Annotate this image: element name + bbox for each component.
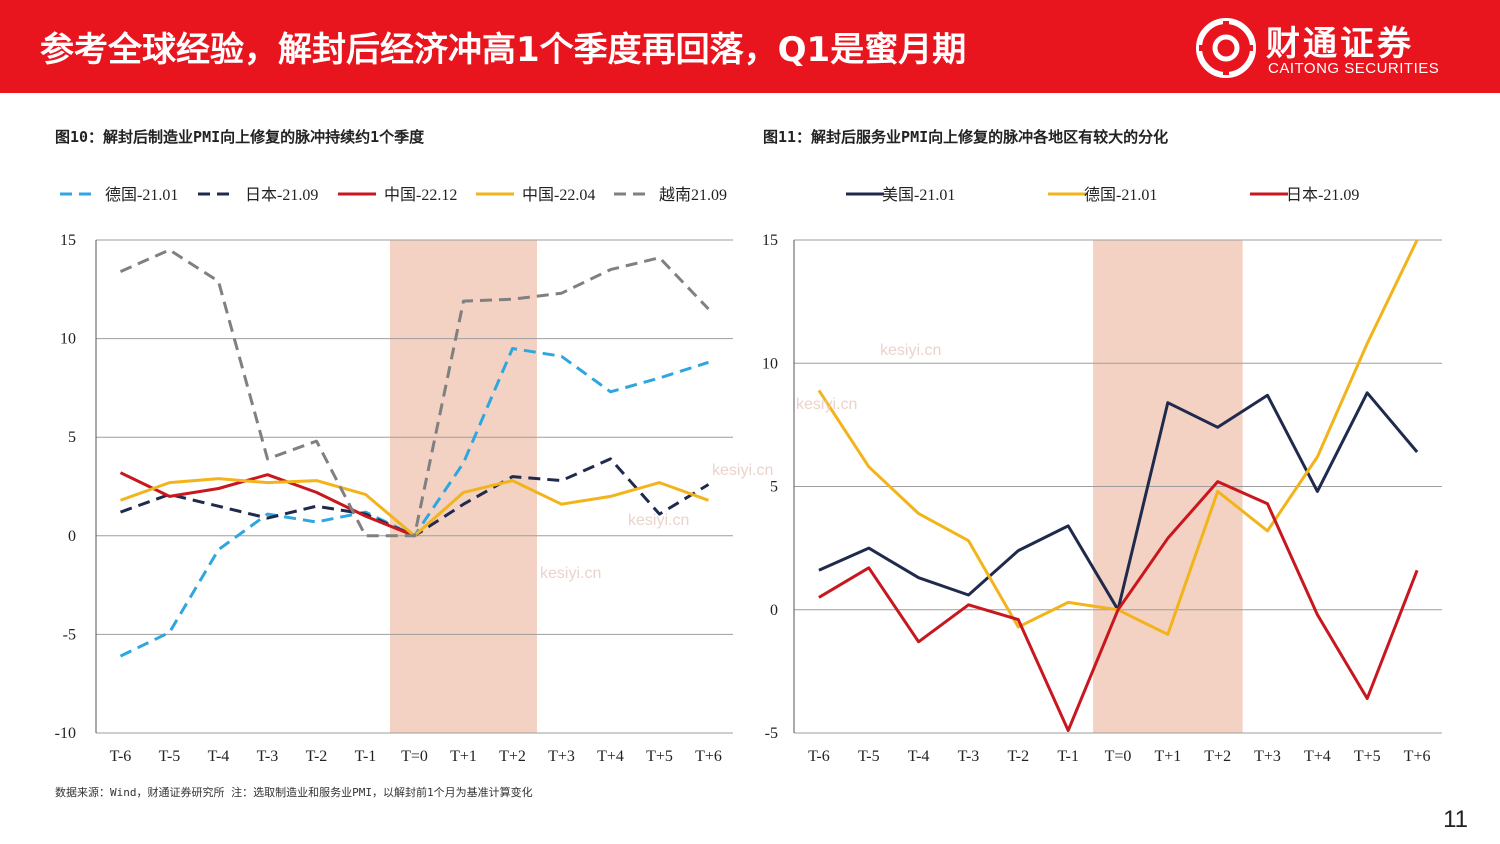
y-tick-label: 0 — [770, 602, 778, 619]
company-logo: 财通证券 CAITONG SECURITIES — [1192, 14, 1492, 84]
x-tick-label: T-2 — [306, 748, 328, 765]
x-tick-label: T-1 — [355, 748, 377, 765]
x-tick-label: T+1 — [1154, 748, 1181, 765]
x-tick-label: T-3 — [958, 748, 980, 765]
legend-label: 日本-21.09 — [1286, 186, 1359, 204]
caitong-logo-icon — [1196, 18, 1256, 78]
page-title: 参考全球经验，解封后经济冲高1个季度再回落，Q1是蜜月期 — [40, 30, 967, 70]
y-tick-label: -10 — [55, 725, 76, 742]
series-line — [119, 471, 416, 538]
y-tick-label: -5 — [63, 626, 76, 643]
series-line — [818, 480, 1419, 732]
legend-label: 中国-22.12 — [384, 186, 457, 204]
x-tick-label: T=0 — [401, 748, 428, 765]
series-line — [119, 248, 710, 538]
x-tick-label: T-3 — [257, 748, 279, 765]
x-tick-label: T-4 — [908, 748, 930, 765]
x-tick-label: T-6 — [808, 748, 830, 765]
x-tick-label: T-2 — [1007, 748, 1029, 765]
chart-title-left: 图10：解封后制造业PMI向上修复的脉冲持续约1个季度 — [55, 128, 425, 146]
x-tick-label: T+2 — [499, 748, 526, 765]
x-tick-label: T-5 — [858, 748, 880, 765]
watermark-text: kesiyi.cn — [712, 462, 774, 479]
page-number: 11 — [1443, 806, 1468, 833]
x-tick-label: T-6 — [110, 748, 132, 765]
x-tick-label: T+5 — [646, 748, 673, 765]
x-tick-label: T+4 — [1304, 748, 1331, 765]
chart-right: 15 10 5 0 -5 T-6 T-5 T-4 T-3 T-2 T-1 T=0 T+1 T+2 T+3 T+… — [762, 186, 1442, 765]
x-tick-label: T-1 — [1057, 748, 1079, 765]
legend-label: 美国-21.01 — [882, 186, 955, 204]
chart-title-right: 图11：解封后服务业PMI向上修复的脉冲各地区有较大的分化 — [763, 128, 1169, 146]
y-tick-label: 5 — [68, 429, 76, 446]
x-tick-label: T+2 — [1204, 748, 1231, 765]
x-tick-label: T-5 — [159, 748, 181, 765]
y-tick-label: -5 — [765, 725, 778, 742]
watermark-text: kesiyi.cn — [540, 565, 602, 582]
y-tick-label: 15 — [762, 232, 778, 249]
x-tick-label: T=0 — [1105, 748, 1132, 765]
x-tick-label: T+4 — [597, 748, 624, 765]
x-tick-label: T+3 — [548, 748, 575, 765]
y-tick-label: 5 — [770, 479, 778, 496]
x-tick-label: T+6 — [695, 748, 722, 765]
x-tick-label: T+5 — [1354, 748, 1381, 765]
x-tick-label: T+1 — [450, 748, 477, 765]
shaded-period-band — [390, 240, 537, 733]
x-tick-label: T+6 — [1404, 748, 1431, 765]
y-tick-label: 10 — [762, 355, 778, 372]
y-tick-label: 0 — [68, 528, 76, 545]
legend-label: 德国-21.01 — [105, 186, 178, 204]
x-tick-label: T-4 — [208, 748, 230, 765]
x-tick-label: T+3 — [1254, 748, 1281, 765]
watermark-text: kesiyi.cn — [796, 396, 858, 413]
watermark-text: kesiyi.cn — [880, 342, 942, 359]
legend-label: 日本-21.09 — [245, 186, 318, 204]
y-tick-label: 15 — [60, 232, 76, 249]
data-source-note: 数据来源：Wind，财通证券研究所 注：选取制造业和服务业PMI，以解封前1个月… — [55, 786, 533, 799]
logo-text-en: CAITONG SECURITIES — [1268, 60, 1440, 77]
watermark-text: kesiyi.cn — [628, 512, 690, 529]
legend-label: 德国-21.01 — [1084, 186, 1157, 204]
y-tick-label: 10 — [60, 331, 76, 348]
legend-label: 越南21.09 — [659, 186, 727, 204]
header-bar: 参考全球经验，解封后经济冲高1个季度再回落，Q1是蜜月期 财通证券 CAITON… — [0, 0, 1500, 93]
logo-text-cn: 财通证券 — [1266, 24, 1414, 64]
chart-left: 15 10 5 0 -5 -10 T-6 T-5 T-4 T-3 T-2 T-1 T=0 T+1 T+2 T+… — [55, 186, 733, 765]
legend-label: 中国-22.04 — [522, 186, 595, 204]
